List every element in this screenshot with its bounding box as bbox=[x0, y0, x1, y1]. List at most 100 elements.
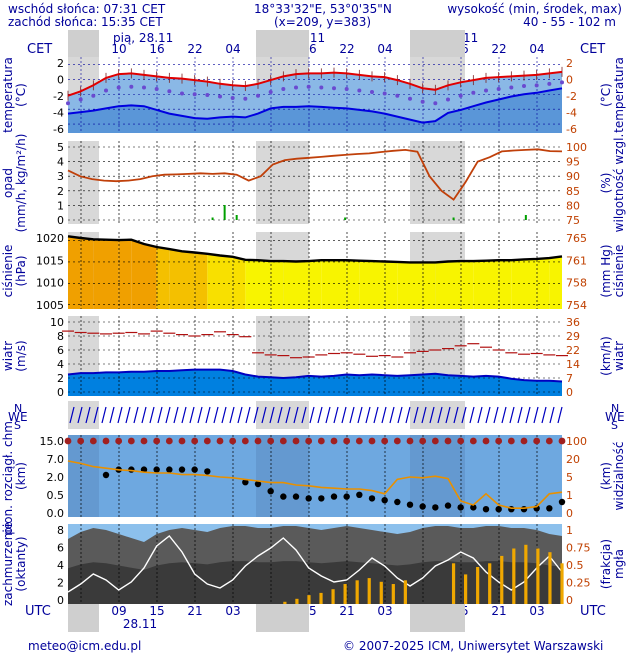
pressure-area-segment bbox=[334, 260, 347, 309]
fog-bar bbox=[512, 548, 516, 604]
high-cloud-dot bbox=[102, 437, 110, 445]
low-cloud-dot bbox=[254, 480, 262, 488]
low-cloud-dot bbox=[166, 466, 173, 473]
low-cloud-dot bbox=[318, 495, 325, 502]
wind-direction-arrow bbox=[541, 406, 547, 424]
top-hour-tick: 04 bbox=[225, 42, 240, 56]
precip-right-tick: 100 bbox=[566, 141, 587, 154]
dewpoint-dot bbox=[446, 97, 450, 102]
wind-direction-arrow bbox=[189, 406, 195, 424]
fog-bar bbox=[307, 595, 311, 604]
low-cloud-dot bbox=[305, 495, 312, 502]
clouds-sky-background bbox=[68, 435, 562, 517]
wind-direction-arrow bbox=[453, 406, 459, 424]
cover-right-tick: 0 bbox=[566, 594, 573, 607]
fog-bar bbox=[476, 567, 480, 604]
temperature-line bbox=[67, 70, 563, 97]
dewpoint-dot bbox=[243, 96, 248, 101]
low-cloud-dot bbox=[406, 501, 414, 508]
high-cloud-dot bbox=[216, 437, 224, 445]
wind-direction-arrow bbox=[421, 406, 427, 424]
clouds-night-band bbox=[68, 435, 99, 517]
cover-left-tick: 0 bbox=[57, 594, 64, 607]
wind-right-tick: 22 bbox=[566, 344, 580, 357]
high-cloud-dot bbox=[279, 437, 287, 445]
wind-rose-west: W bbox=[605, 410, 617, 424]
fog-bar bbox=[391, 584, 395, 604]
precip-left-tick: 2 bbox=[57, 185, 64, 198]
bottom-date-label: 28.11 bbox=[123, 617, 157, 631]
wind-direction-arrow bbox=[413, 406, 419, 424]
pressure-right-label: ciśnienie bbox=[612, 245, 626, 298]
wind-speed-area bbox=[68, 369, 562, 396]
low-cloud-dot bbox=[292, 493, 300, 500]
wind-direction-arrow bbox=[333, 406, 339, 424]
clouds-right-tick: 0 bbox=[566, 507, 573, 520]
wind-direction-arrow bbox=[221, 406, 227, 424]
high-cloud-dot bbox=[241, 437, 249, 445]
high-cloud-dot bbox=[533, 437, 541, 445]
wind-direction-arrow bbox=[181, 406, 187, 424]
pressure-area-segment bbox=[384, 261, 398, 309]
dewpoint-dot bbox=[458, 93, 463, 98]
dewpoint-dot bbox=[408, 96, 412, 101]
pressure-right-unit: (mm Hg) bbox=[599, 244, 613, 297]
wind-direction-arrow bbox=[213, 406, 219, 424]
pressure-area-segment bbox=[397, 261, 410, 309]
precip-bar bbox=[211, 217, 214, 220]
wind-direction-arrow bbox=[317, 406, 323, 424]
wind-rose-east: E bbox=[617, 410, 625, 424]
precip-bar bbox=[344, 217, 347, 220]
temperature-left-tick: -6 bbox=[53, 123, 64, 136]
precip-right-tick: 95 bbox=[566, 156, 580, 169]
low-cloud-dot bbox=[368, 495, 376, 502]
dewpoint-dot bbox=[129, 84, 134, 89]
low-cloud-dot bbox=[457, 504, 464, 511]
high-cloud-dot bbox=[545, 437, 553, 445]
dewpoint-dot bbox=[192, 92, 197, 97]
wind-direction-arrow bbox=[301, 406, 307, 424]
dewpoint-dot bbox=[395, 93, 400, 98]
precip-left-tick: 1 bbox=[57, 199, 64, 212]
wind-direction-arrow bbox=[341, 406, 347, 424]
high-cloud-dot bbox=[507, 437, 515, 445]
precip-bar bbox=[524, 215, 527, 220]
clouds-left-tick: 0.5 bbox=[47, 489, 65, 502]
pressure-right-tick: 754 bbox=[566, 299, 587, 312]
dewpoint-dot bbox=[420, 99, 425, 104]
cover-right-tick: 0.25 bbox=[566, 577, 591, 590]
dewpoint-dot bbox=[306, 84, 311, 89]
high-cloud-dot bbox=[229, 437, 237, 445]
cover-left-label: zachmurzenie bbox=[1, 522, 15, 606]
precip-right-tick: 90 bbox=[566, 170, 580, 183]
pressure-area-segment bbox=[258, 260, 271, 309]
pressure-area-segment bbox=[498, 260, 512, 309]
precip-plot-area bbox=[68, 141, 562, 224]
dewpoint-dot bbox=[344, 87, 349, 92]
wind-direction-arrow bbox=[405, 406, 411, 424]
pressure-area-segment bbox=[549, 256, 562, 309]
wind-rose-south: S bbox=[611, 419, 618, 432]
top-hour-tick: 22 bbox=[491, 42, 506, 56]
low-cloud-dot bbox=[128, 466, 135, 473]
wind-direction-arrow bbox=[365, 406, 371, 424]
clouds-right-tick: 5 bbox=[566, 471, 573, 484]
low-cloud-dot bbox=[381, 497, 388, 504]
wind-direction-arrow bbox=[173, 406, 179, 424]
low-cloud-dot bbox=[330, 493, 338, 500]
pressure-area-segment bbox=[410, 262, 423, 309]
wind-direction-arrow bbox=[429, 406, 435, 424]
dewpoint-dot bbox=[66, 101, 70, 106]
pressure-area-segment bbox=[232, 256, 246, 309]
wind-direction-arrow bbox=[373, 406, 379, 424]
pressure-area-segment bbox=[182, 251, 195, 309]
wind-direction-arrow bbox=[461, 406, 467, 424]
dewpoint-dot bbox=[180, 91, 184, 96]
wind-left-tick: 4 bbox=[57, 358, 64, 371]
dewpoint-dot bbox=[332, 86, 336, 91]
low-cloud-dot bbox=[495, 506, 502, 513]
coordinates-text: 18°33'32"E, 53°0'35"N bbox=[254, 2, 392, 16]
windchill-line bbox=[67, 87, 563, 124]
